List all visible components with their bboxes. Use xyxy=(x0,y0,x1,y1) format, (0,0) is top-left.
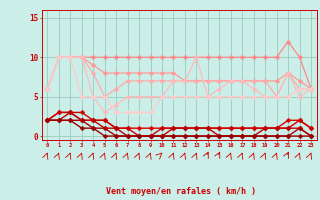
Text: Vent moyen/en rafales ( km/h ): Vent moyen/en rafales ( km/h ) xyxy=(106,187,256,196)
